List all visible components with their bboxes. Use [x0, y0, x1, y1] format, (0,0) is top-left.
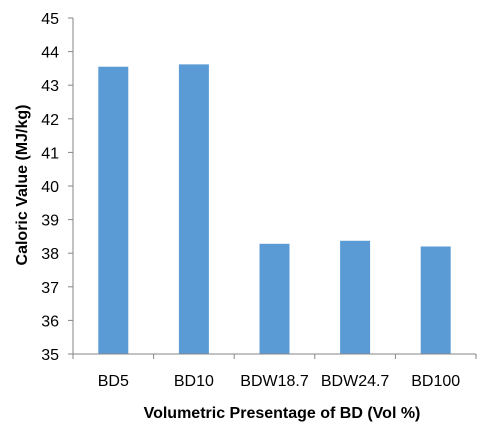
y-tick-label: 42: [41, 112, 59, 129]
y-axis-tick-labels: 35 36 37 38 39 40 41 42 43 44 45: [41, 11, 59, 364]
y-axis-title: Caloric Value (MJ/kg): [14, 105, 31, 266]
y-tick-label: 44: [41, 45, 59, 62]
axes: [68, 17, 477, 359]
bar-bd10: [178, 64, 209, 355]
y-tick-label: 37: [41, 280, 59, 297]
x-tick-label: BD10: [174, 373, 214, 390]
bar-bdw24-7: [340, 240, 371, 354]
y-tick-label: 36: [41, 313, 59, 330]
bar-bdw18-7: [259, 243, 290, 354]
y-tick-label: 38: [41, 246, 59, 263]
y-tick-label: 40: [41, 179, 59, 196]
y-tick-label: 35: [41, 347, 59, 364]
bar-series: [98, 64, 451, 355]
x-axis-tick-labels: BD5 BD10 BDW18.7 BDW24.7 BD100: [98, 373, 461, 390]
x-axis-title: Volumetric Presentage of BD (Vol %): [144, 405, 421, 422]
x-tick-label: BD5: [98, 373, 129, 390]
x-tick-label: BD100: [411, 373, 460, 390]
x-tick-label: BDW24.7: [321, 373, 390, 390]
bar-bd5: [98, 66, 129, 354]
y-tick-label: 39: [41, 213, 59, 230]
y-tick-label: 43: [41, 78, 59, 95]
x-tick-label: BDW18.7: [240, 373, 309, 390]
y-tick-label: 45: [41, 11, 59, 28]
y-tick-label: 41: [41, 145, 59, 162]
bar-bd100: [420, 246, 451, 354]
